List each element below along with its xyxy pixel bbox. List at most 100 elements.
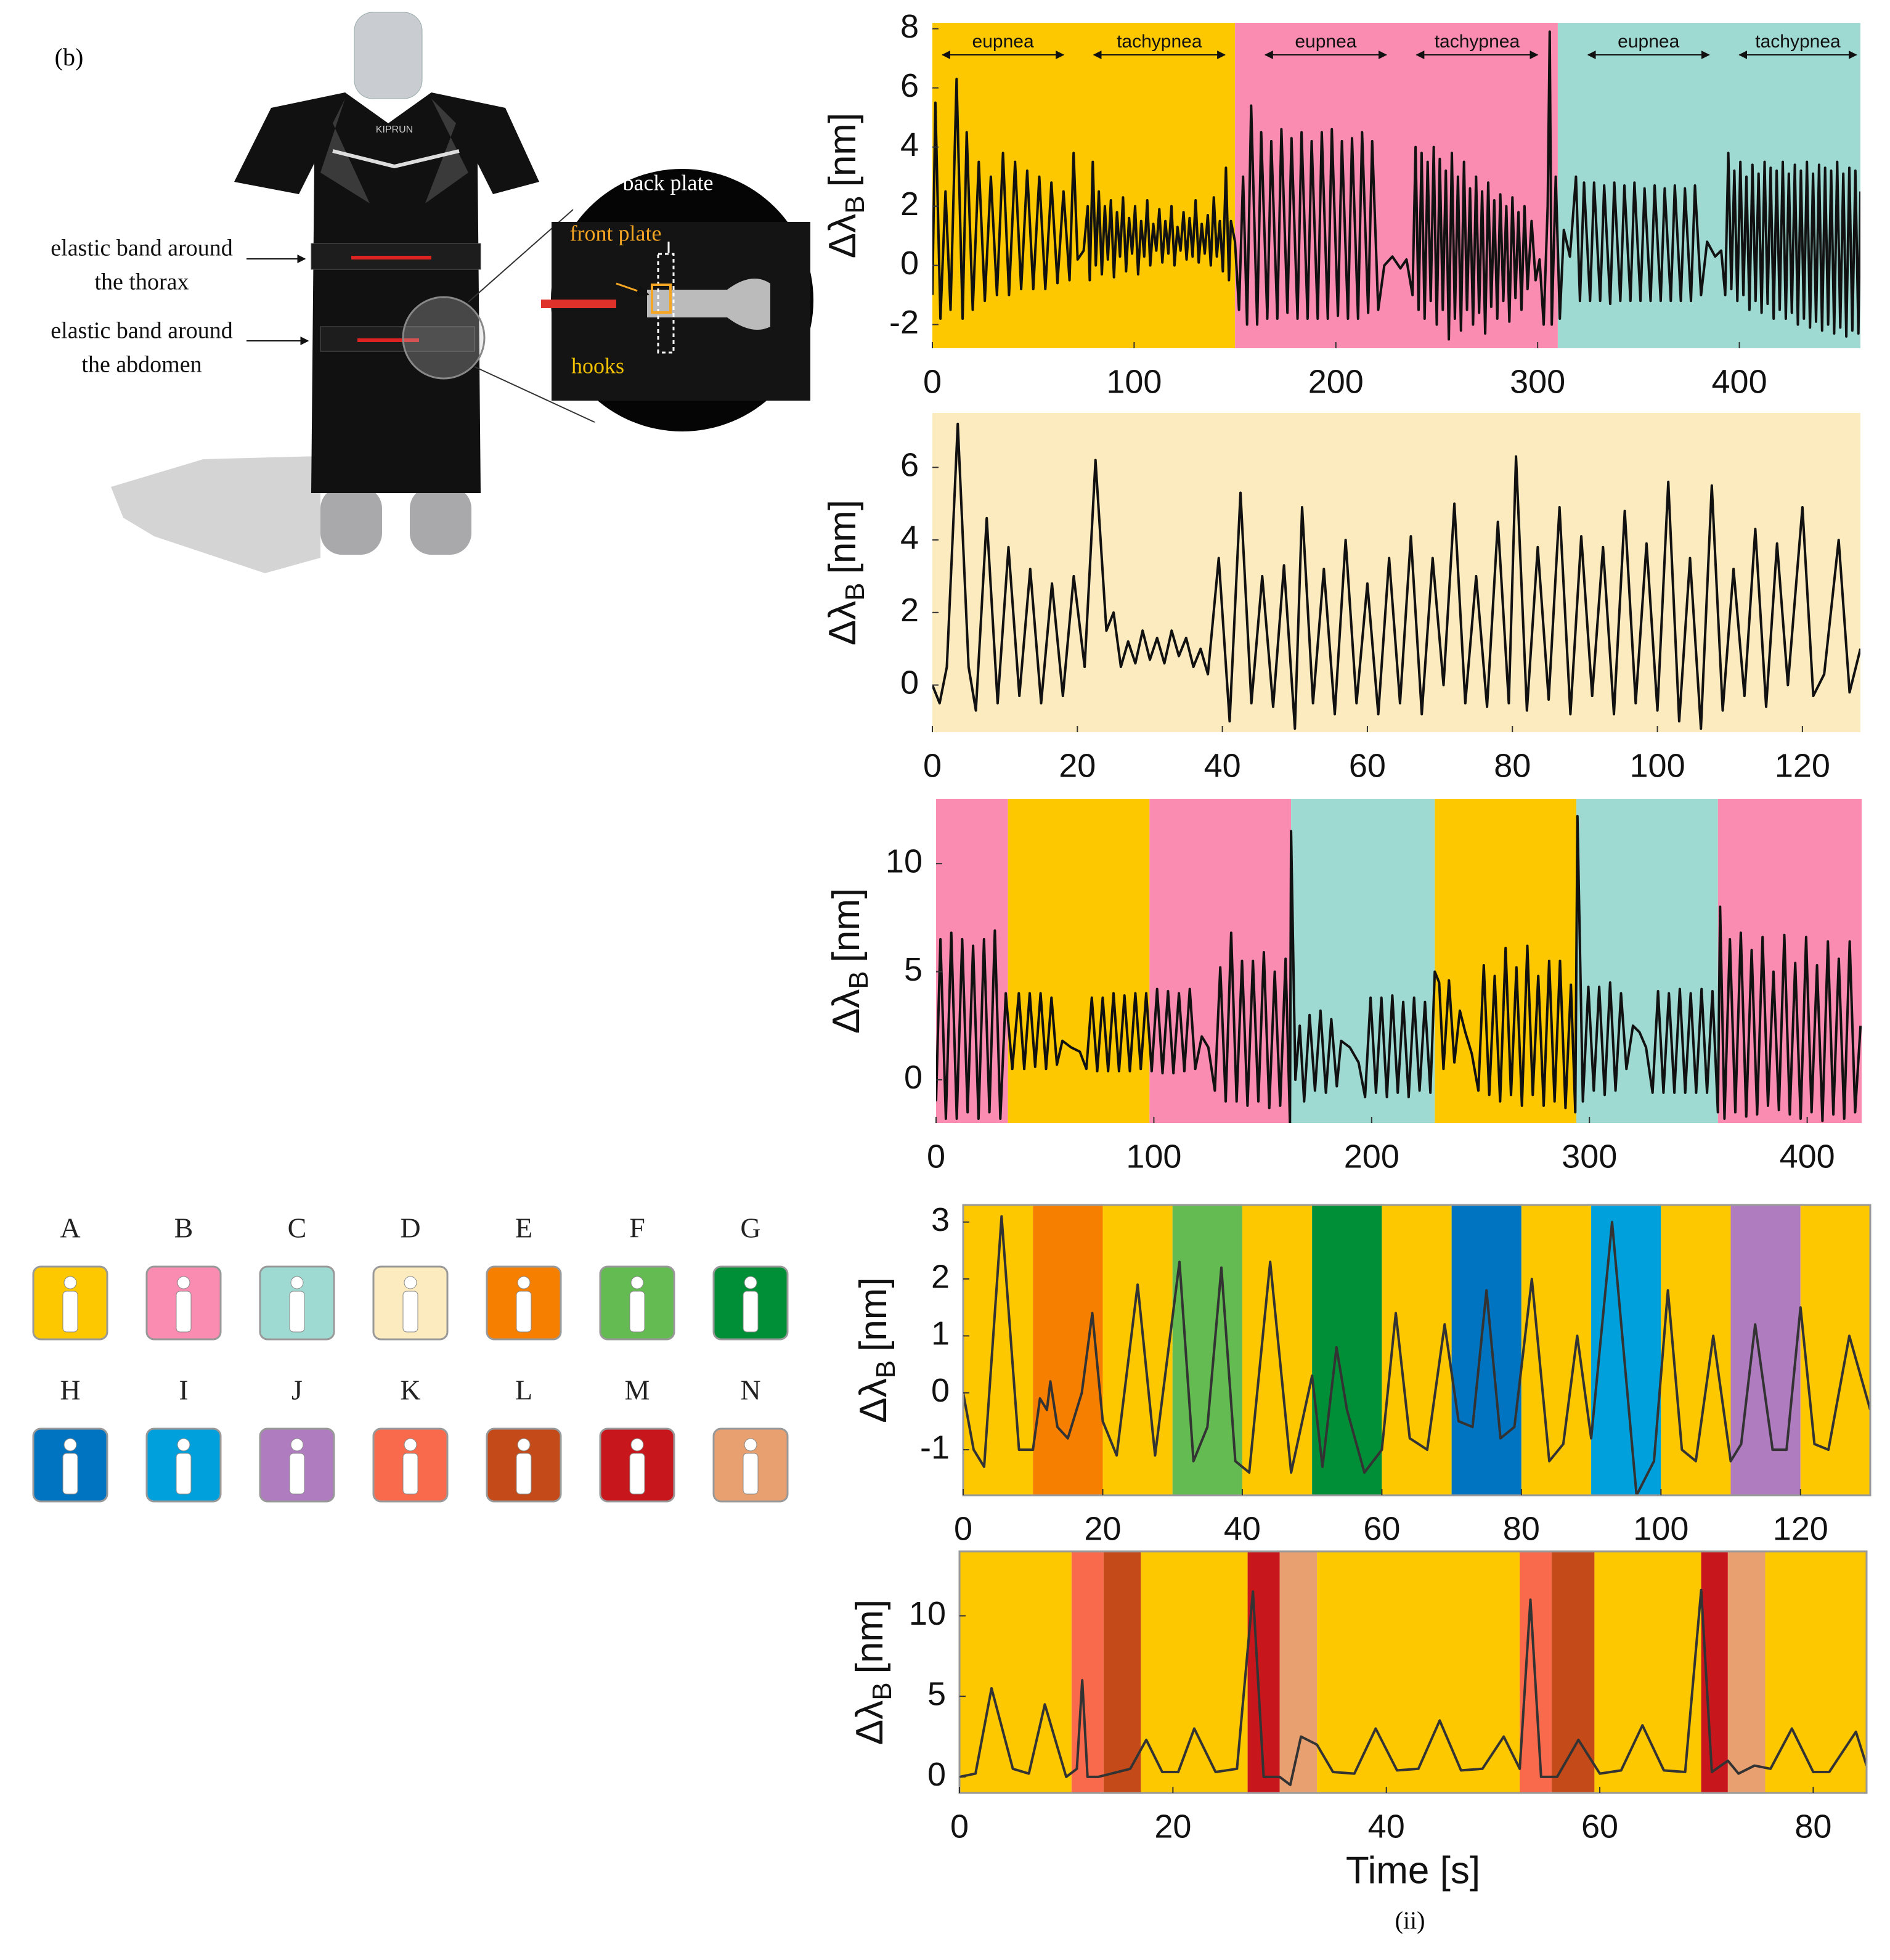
y-axis-label: ΔλB [nm] — [821, 113, 870, 258]
icon-body — [176, 1453, 192, 1495]
y-tick-label: 4 — [900, 519, 919, 556]
neck — [354, 12, 423, 99]
x-tick-label: 60 — [1581, 1808, 1618, 1845]
y-label-sub: B — [844, 971, 874, 989]
state-band — [1103, 1551, 1141, 1793]
y-tick-label: 5 — [927, 1675, 946, 1712]
state-band — [1317, 1551, 1520, 1793]
icon-body — [629, 1453, 645, 1495]
y-tick-label: 0 — [900, 664, 919, 701]
state-band — [1242, 1205, 1313, 1495]
hook-outline — [657, 253, 675, 354]
photo-label: the thorax — [94, 269, 189, 295]
y-tick-label: 3 — [931, 1201, 950, 1238]
y-label-unit: [nm] — [825, 888, 868, 963]
y-label-sub: B — [840, 195, 870, 213]
icon-head — [517, 1276, 531, 1289]
y-label-sub: B — [840, 582, 870, 600]
icon-head — [404, 1276, 417, 1289]
icon-body — [629, 1291, 645, 1333]
x-tick-label: 300 — [1562, 1138, 1617, 1175]
y-tick-label: 8 — [900, 8, 919, 45]
state-band — [959, 1551, 1072, 1793]
x-tick-label: 100 — [1630, 747, 1685, 784]
posture-letter: G — [740, 1212, 760, 1244]
leg — [320, 487, 382, 555]
signal-line — [936, 815, 1862, 1123]
x-tick-label: 120 — [1775, 747, 1830, 784]
x-tick-label: 0 — [927, 1138, 945, 1175]
icon-body — [62, 1453, 78, 1495]
shirt — [234, 92, 539, 493]
state-band — [932, 413, 1860, 732]
annotation: tachypnea — [1117, 31, 1202, 52]
icon-body — [402, 1291, 418, 1333]
frame — [962, 1204, 1872, 1497]
x-tick-label: 40 — [1224, 1510, 1261, 1547]
icon-body — [516, 1291, 532, 1333]
photo-label: elastic band around — [51, 318, 232, 344]
x-tick-label: 40 — [1204, 747, 1241, 784]
thorax-band — [311, 243, 481, 270]
posture-letter: M — [625, 1374, 650, 1406]
inset-label: back plate — [623, 170, 714, 195]
state-band — [1765, 1551, 1867, 1793]
state-band — [1727, 1551, 1766, 1793]
annotation: eupnea — [1618, 31, 1679, 52]
icon-head — [177, 1438, 190, 1452]
x-tick-label: 120 — [1773, 1510, 1828, 1547]
signal-line — [959, 1588, 1867, 1786]
icon-body — [402, 1453, 418, 1495]
x-tick-label: 200 — [1308, 363, 1364, 400]
signal-line — [963, 1215, 1870, 1495]
posture-letter: K — [400, 1374, 420, 1406]
shadow — [111, 456, 320, 573]
annotation: eupnea — [1295, 31, 1356, 52]
frame — [958, 1550, 1868, 1794]
x-tick-label: 0 — [923, 747, 942, 784]
shirt-logo: KIPRUN — [376, 125, 413, 135]
y-tick-label: 6 — [900, 447, 919, 484]
photo-label: elastic band around — [51, 235, 232, 261]
icon-head — [630, 1276, 644, 1289]
icon-body — [743, 1291, 759, 1333]
icon-body — [289, 1291, 305, 1333]
state-band — [1730, 1205, 1801, 1495]
icon-head — [404, 1438, 417, 1452]
icon-head — [63, 1276, 77, 1289]
y-tick-label: 5 — [904, 951, 923, 988]
signal-line — [932, 30, 1860, 341]
icon-head — [630, 1438, 644, 1452]
y-axis-label: ΔλB [nm] — [821, 500, 870, 645]
y-label-main: Δλ — [852, 1378, 895, 1423]
x-tick-label: 20 — [1154, 1808, 1191, 1845]
posture-letter: J — [291, 1374, 303, 1406]
annotation: tachypnea — [1435, 31, 1520, 52]
y-axis-label: ΔλB [nm] — [849, 1599, 897, 1745]
plate — [647, 279, 770, 330]
x-tick-label: 0 — [954, 1510, 972, 1547]
y-label-main: Δλ — [825, 989, 868, 1034]
x-tick-label: 60 — [1363, 1510, 1400, 1547]
x-tick-label: 100 — [1633, 1510, 1688, 1547]
x-tick-label: 300 — [1510, 363, 1565, 400]
state-band — [1172, 1205, 1242, 1495]
icon-head — [63, 1438, 77, 1452]
x-tick-label: 400 — [1712, 363, 1767, 400]
y-axis-label: ΔλB [nm] — [852, 1277, 901, 1423]
icon-head — [517, 1438, 531, 1452]
posture-letter: B — [174, 1212, 193, 1244]
y-tick-label: 4 — [900, 126, 919, 163]
front-plate-outline — [651, 284, 672, 314]
x-axis-label: Time [s] — [1346, 1849, 1480, 1892]
annotation: eupnea — [972, 31, 1034, 52]
caption-label: (ii) — [1395, 1906, 1425, 1934]
x-tick-label: 0 — [923, 363, 942, 400]
magnifier — [402, 296, 486, 380]
leg — [410, 487, 471, 555]
y-label-unit: [nm] — [849, 1599, 891, 1674]
x-tick-label: 0 — [950, 1808, 969, 1845]
photo-label: the abdomen — [81, 352, 202, 378]
y-tick-label: 0 — [904, 1059, 923, 1096]
panel-label: (b) — [55, 43, 84, 71]
